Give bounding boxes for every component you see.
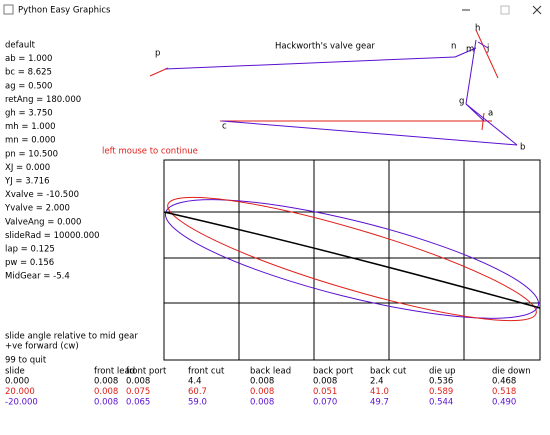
table-cell: 0.468 [492, 377, 516, 387]
linkage-diagram [149, 29, 518, 146]
point-label: h [475, 24, 480, 34]
note: slide angle relative to mid gear [5, 332, 138, 342]
point-label: b [520, 143, 525, 153]
parameter: gh = 3.750 [5, 109, 53, 119]
table-cell: 0.075 [126, 387, 150, 397]
valve-plot [163, 159, 541, 361]
table-cell: 20.000 [5, 387, 35, 397]
parameter-list: default ab = 1.000 bc = 8.625 ag = 0.500 ret… [4, 41, 100, 282]
table-header: die down [492, 367, 531, 377]
table-cell: 0.008 [126, 377, 150, 387]
point-label: g [459, 97, 464, 107]
window-icon [3, 4, 14, 15]
table-cell: 0.008 [250, 377, 274, 387]
window-title: Python Easy Graphics [18, 6, 111, 16]
parameter: Yvalve = 2.000 [4, 204, 70, 214]
table-cell: 0.008 [250, 387, 274, 397]
table-cell: 0.065 [126, 398, 150, 408]
table-cell: 4.4 [188, 377, 202, 387]
table-cell: 60.7 [188, 387, 207, 397]
table-header: front port [126, 367, 167, 377]
point-label: p [155, 49, 160, 59]
table-cell: 0.008 [94, 387, 118, 397]
table-cell: 59.0 [188, 398, 207, 408]
parameter: MidGear = -5.4 [5, 272, 70, 282]
table-cell: 49.7 [370, 398, 389, 408]
table-cell: 0.589 [429, 387, 453, 397]
table-cell: 0.518 [492, 387, 516, 397]
parameter: ag = 0.500 [5, 81, 52, 91]
table-header: back lead [250, 367, 291, 377]
table-cell: 0.536 [429, 377, 453, 387]
parameter: pw = 0.156 [5, 258, 54, 268]
point-label: n [451, 42, 456, 52]
parameter: retAng = 180.000 [5, 95, 81, 105]
table-cell: 0.008 [94, 377, 118, 387]
diagram-title: Hackworth's valve gear [275, 42, 375, 52]
table-header: front lead [94, 367, 135, 377]
parameter: XJ = 0.000 [5, 163, 50, 173]
parameter: lap = 0.125 [5, 245, 55, 255]
point-label: a [488, 109, 493, 119]
table-header: back cut [370, 367, 407, 377]
point-label: c [222, 122, 227, 132]
point-label: m [466, 45, 474, 55]
point-label: j [486, 44, 489, 54]
parameter: pn = 10.500 [5, 149, 58, 159]
parameter: mn = 0.000 [5, 136, 56, 146]
table-cell: 0.070 [313, 398, 337, 408]
note: 99 to quit [5, 356, 47, 366]
parameter: mh = 1.000 [5, 122, 56, 132]
table-cell: 2.4 [370, 377, 384, 387]
parameter: Xvalve = -10.500 [5, 190, 79, 200]
table-header: front cut [188, 367, 225, 377]
close-button[interactable] [532, 5, 542, 15]
parameter: YJ = 3.716 [4, 177, 50, 187]
table-cell: 0.544 [429, 398, 453, 408]
parameter: default [5, 41, 36, 51]
parameter: ValveAng = 0.000 [5, 217, 81, 227]
table-cell: 0.490 [492, 398, 516, 408]
prompt: left mouse to continue [102, 147, 198, 157]
table-cell: 0.008 [250, 398, 274, 408]
table-cell: 41.0 [370, 387, 389, 397]
table-cell: -20.000 [5, 398, 38, 408]
table-cell: 0.008 [94, 398, 118, 408]
parameter: bc = 8.625 [5, 68, 52, 78]
parameter: ab = 1.000 [5, 54, 52, 64]
table-cell: 0.051 [313, 387, 337, 397]
maximize-button[interactable] [500, 5, 510, 15]
table-header: back port [313, 367, 354, 377]
table-cell: 0.000 [5, 377, 29, 387]
parameter: slideRad = 10000.000 [5, 231, 100, 241]
table-cell: 0.008 [313, 377, 337, 387]
note: +ve forward (cw) [5, 342, 79, 352]
table-header: die up [429, 367, 455, 377]
table-header: slide [5, 367, 25, 377]
